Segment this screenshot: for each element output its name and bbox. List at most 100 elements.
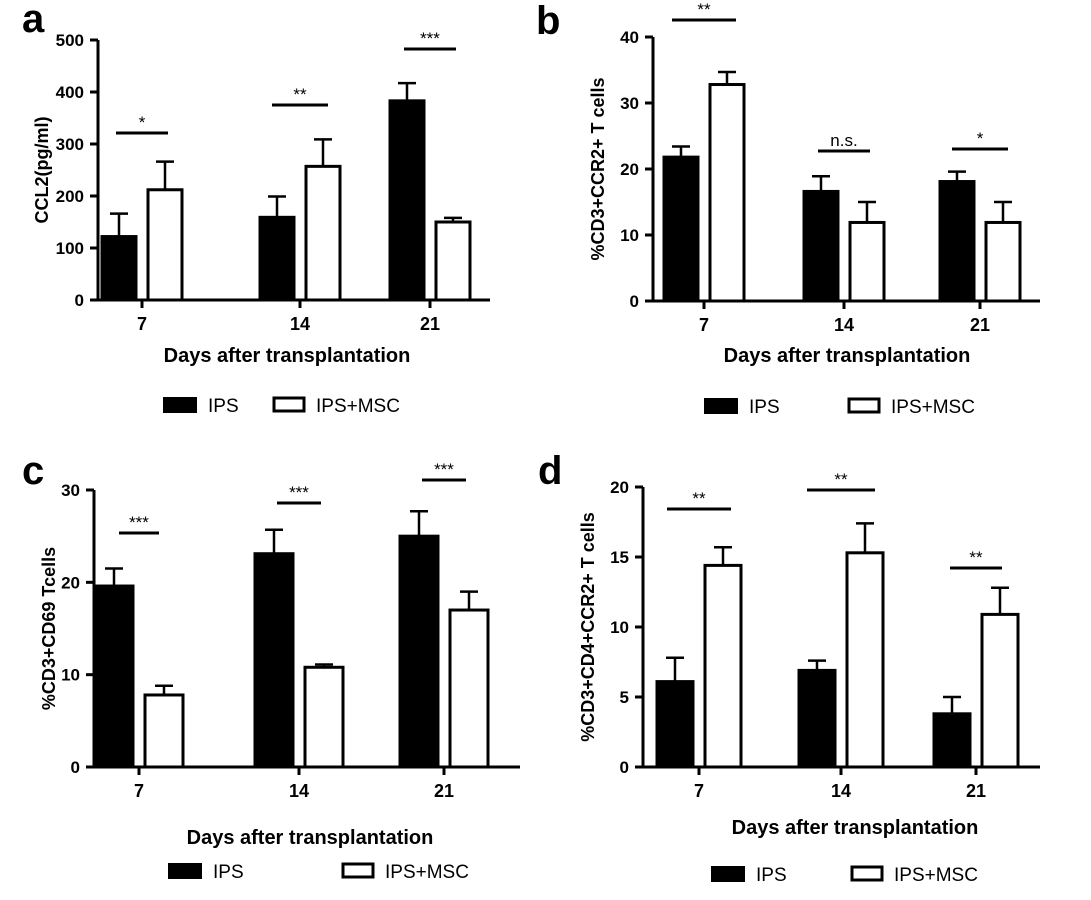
y-tick-label: 40 [620, 28, 639, 47]
x-tick-label: 14 [289, 781, 309, 801]
panel-letter-d: d [538, 449, 562, 493]
bar-ips-day-7 [655, 680, 695, 769]
panel-letter-b: b [536, 0, 560, 43]
legend-label-ips: IPS [208, 396, 239, 417]
significance-label: ** [834, 470, 848, 489]
x-tick-label: 7 [137, 314, 147, 334]
bar-msc-day-21 [434, 220, 472, 302]
bar-msc-day-7 [708, 83, 746, 303]
significance-label: * [977, 129, 984, 148]
y-tick-label: 20 [610, 478, 629, 497]
bar-ips-day-7 [93, 584, 135, 769]
significance-label: * [139, 113, 146, 132]
y-tick-label: 0 [71, 758, 80, 777]
y-axis-label: %CD3+CCR2+ T cells [588, 77, 608, 260]
bar-msc-day-21 [448, 608, 490, 769]
legend-label-msc: IPS+MSC [894, 865, 978, 886]
legend-swatch-msc [847, 397, 881, 414]
legend-swatch-msc [341, 862, 375, 879]
legend-label-ips: IPS [756, 865, 787, 886]
bar-ips-day-21 [388, 99, 426, 302]
bar-ips-day-14 [253, 552, 295, 769]
bar-ips-day-7 [662, 155, 700, 303]
x-tick-label: 14 [290, 314, 310, 334]
panel-b: b 0 10 20 30 40 7 ** 14 n.s. 21 * %CD3+CCR2+ T cells… [536, 0, 1040, 418]
legend-swatch-msc [850, 865, 884, 882]
bar-msc-day-7 [703, 563, 743, 769]
y-tick-label: 400 [56, 83, 84, 102]
y-tick-label: 30 [61, 481, 80, 500]
bar-ips-day-21 [932, 712, 972, 769]
significance-label: ** [692, 489, 706, 508]
bar-msc-day-14 [304, 164, 342, 302]
y-tick-label: 15 [610, 548, 629, 567]
y-tick-label: 200 [56, 187, 84, 206]
x-tick-label: 21 [420, 314, 440, 334]
y-tick-label: 0 [75, 291, 84, 310]
bar-ips-day-14 [797, 668, 837, 769]
bar-ips-day-21 [398, 534, 440, 769]
x-tick-label: 14 [834, 315, 854, 335]
y-tick-label: 10 [620, 226, 639, 245]
significance-label: n.s. [830, 131, 857, 150]
significance-label: *** [129, 513, 149, 532]
y-tick-label: 0 [620, 758, 629, 777]
y-tick-label: 0 [630, 292, 639, 311]
legend-swatch-msc [272, 396, 306, 413]
bar-msc-day-14 [845, 551, 885, 769]
y-axis-label: %CD3+CD4+CCR2+ T cells [578, 512, 598, 742]
legend-label-msc: IPS+MSC [891, 397, 975, 418]
legend-swatch-ips [704, 398, 738, 414]
y-tick-label: 20 [61, 573, 80, 592]
y-axis-label: %CD3+CD69 Tcells [39, 547, 59, 710]
x-tick-label: 21 [966, 781, 986, 801]
x-tick-label: 21 [970, 315, 990, 335]
significance-label: ** [697, 0, 711, 19]
legend-label-msc: IPS+MSC [385, 862, 469, 883]
bar-msc-day-7 [146, 188, 184, 302]
y-tick-label: 5 [620, 688, 629, 707]
y-axis-label: CCL2(pg/ml) [32, 117, 52, 224]
bar-msc-day-21 [980, 612, 1020, 769]
x-axis-label: Days after transplantation [164, 345, 411, 367]
legend-swatch-ips [711, 866, 745, 882]
x-axis-label: Days after transplantation [732, 817, 979, 839]
legend-swatch-ips [163, 397, 197, 413]
panel-c: c 0 10 20 30 7 *** 14 *** 21 *** %CD3+CD69 Tcells Da… [22, 449, 520, 883]
bar-ips-day-14 [258, 215, 296, 302]
y-tick-label: 20 [620, 160, 639, 179]
panel-letter-a: a [22, 0, 45, 41]
bar-msc-day-14 [848, 220, 886, 303]
x-tick-label: 7 [694, 781, 704, 801]
y-tick-label: 100 [56, 239, 84, 258]
panel-d: d 0 5 10 15 20 7 ** 14 ** 21 ** %CD3+CD4+CCR2+ T cel… [538, 449, 1040, 886]
significance-label: ** [293, 85, 307, 104]
significance-label: *** [434, 460, 454, 479]
bar-msc-day-7 [143, 693, 185, 769]
legend-swatch-ips [168, 863, 202, 879]
panel-a: a 0 100 200 300 400 500 7 * 14 ** 21 *** CCL2(pg/ml) D… [22, 0, 490, 417]
bar-ips-day-21 [938, 180, 976, 303]
y-tick-label: 500 [56, 31, 84, 50]
x-tick-label: 7 [699, 315, 709, 335]
legend-label-msc: IPS+MSC [316, 396, 400, 417]
x-tick-label: 14 [831, 781, 851, 801]
bar-ips-day-7 [100, 235, 138, 302]
bar-msc-day-14 [303, 665, 345, 769]
significance-label: *** [289, 483, 309, 502]
bar-ips-day-14 [802, 189, 840, 303]
legend-label-ips: IPS [213, 862, 244, 883]
x-tick-label: 7 [134, 781, 144, 801]
significance-label: ** [969, 548, 983, 567]
y-tick-label: 30 [620, 94, 639, 113]
significance-label: *** [420, 29, 440, 48]
x-tick-label: 21 [434, 781, 454, 801]
x-axis-label: Days after transplantation [187, 827, 434, 849]
y-tick-label: 10 [610, 618, 629, 637]
bar-msc-day-21 [984, 220, 1022, 303]
legend-label-ips: IPS [749, 397, 780, 418]
y-tick-label: 300 [56, 135, 84, 154]
panel-letter-c: c [22, 449, 44, 493]
